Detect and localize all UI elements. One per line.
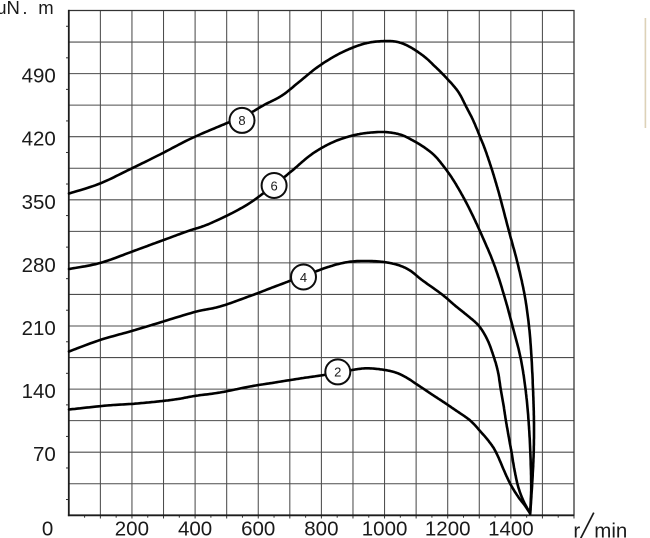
svg-text:1400: 1400: [488, 518, 534, 538]
svg-text:6: 6: [270, 178, 277, 193]
svg-text:420: 420: [22, 128, 56, 151]
svg-text:210: 210: [22, 317, 56, 340]
svg-text:4: 4: [300, 270, 307, 285]
svg-text:140: 140: [22, 380, 56, 403]
svg-text:1200: 1200: [425, 518, 471, 538]
svg-text:490: 490: [22, 65, 56, 88]
svg-text:280: 280: [22, 254, 56, 277]
svg-text:600: 600: [241, 518, 275, 538]
svg-text:200: 200: [115, 518, 149, 538]
svg-text:m: m: [38, 0, 53, 18]
svg-text:400: 400: [178, 518, 212, 538]
svg-text:min: min: [594, 519, 627, 538]
svg-text:800: 800: [304, 518, 338, 538]
svg-text:350: 350: [22, 191, 56, 214]
svg-text:uN: uN: [0, 0, 20, 18]
svg-text:2: 2: [334, 365, 341, 380]
svg-text:70: 70: [33, 443, 56, 466]
svg-text:0: 0: [42, 518, 53, 538]
svg-text:r: r: [573, 519, 580, 538]
svg-text:.: .: [22, 0, 27, 18]
svg-text:8: 8: [238, 113, 245, 128]
svg-text:1000: 1000: [362, 518, 408, 538]
